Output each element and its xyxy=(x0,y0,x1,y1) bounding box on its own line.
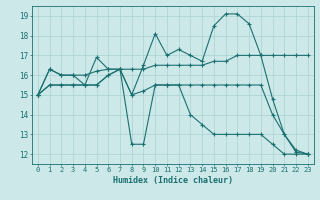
X-axis label: Humidex (Indice chaleur): Humidex (Indice chaleur) xyxy=(113,176,233,185)
